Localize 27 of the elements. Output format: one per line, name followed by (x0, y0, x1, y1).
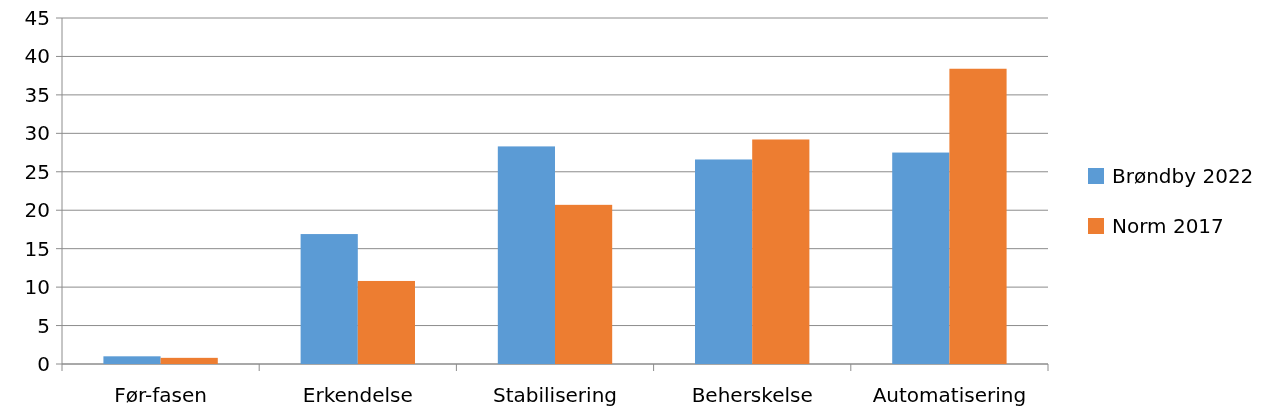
bar (497, 146, 555, 364)
bar (892, 152, 950, 364)
x-tick-label: Erkendelse (302, 383, 413, 407)
bar (357, 280, 415, 364)
bar (695, 159, 753, 364)
y-tick-label: 45 (24, 6, 50, 30)
x-tick-label: Stabilisering (492, 383, 618, 407)
legend-label: Brøndby 2022 (1112, 164, 1254, 188)
x-tick-label: Automatisering (872, 383, 1027, 407)
y-tick-label: 35 (24, 82, 50, 107)
y-tick-label: 40 (24, 44, 50, 69)
y-tick-label: 15 (24, 236, 50, 261)
y-tick-label: 20 (24, 198, 50, 223)
bar (160, 357, 218, 364)
y-tick-label: 5 (37, 313, 50, 338)
bar (949, 68, 1007, 364)
legend-label: Norm 2017 (1112, 214, 1224, 238)
y-tick-label: 0 (37, 352, 50, 376)
bar (752, 139, 810, 364)
x-tick-label: Beherskelse (691, 383, 813, 407)
y-tick-label: 30 (24, 121, 50, 146)
y-tick-label: 25 (24, 159, 50, 184)
bar (103, 356, 161, 364)
y-tick-label: 10 (24, 275, 50, 300)
x-tick-label: Før-fasen (114, 383, 207, 407)
bar (555, 204, 613, 364)
bar (300, 234, 358, 364)
